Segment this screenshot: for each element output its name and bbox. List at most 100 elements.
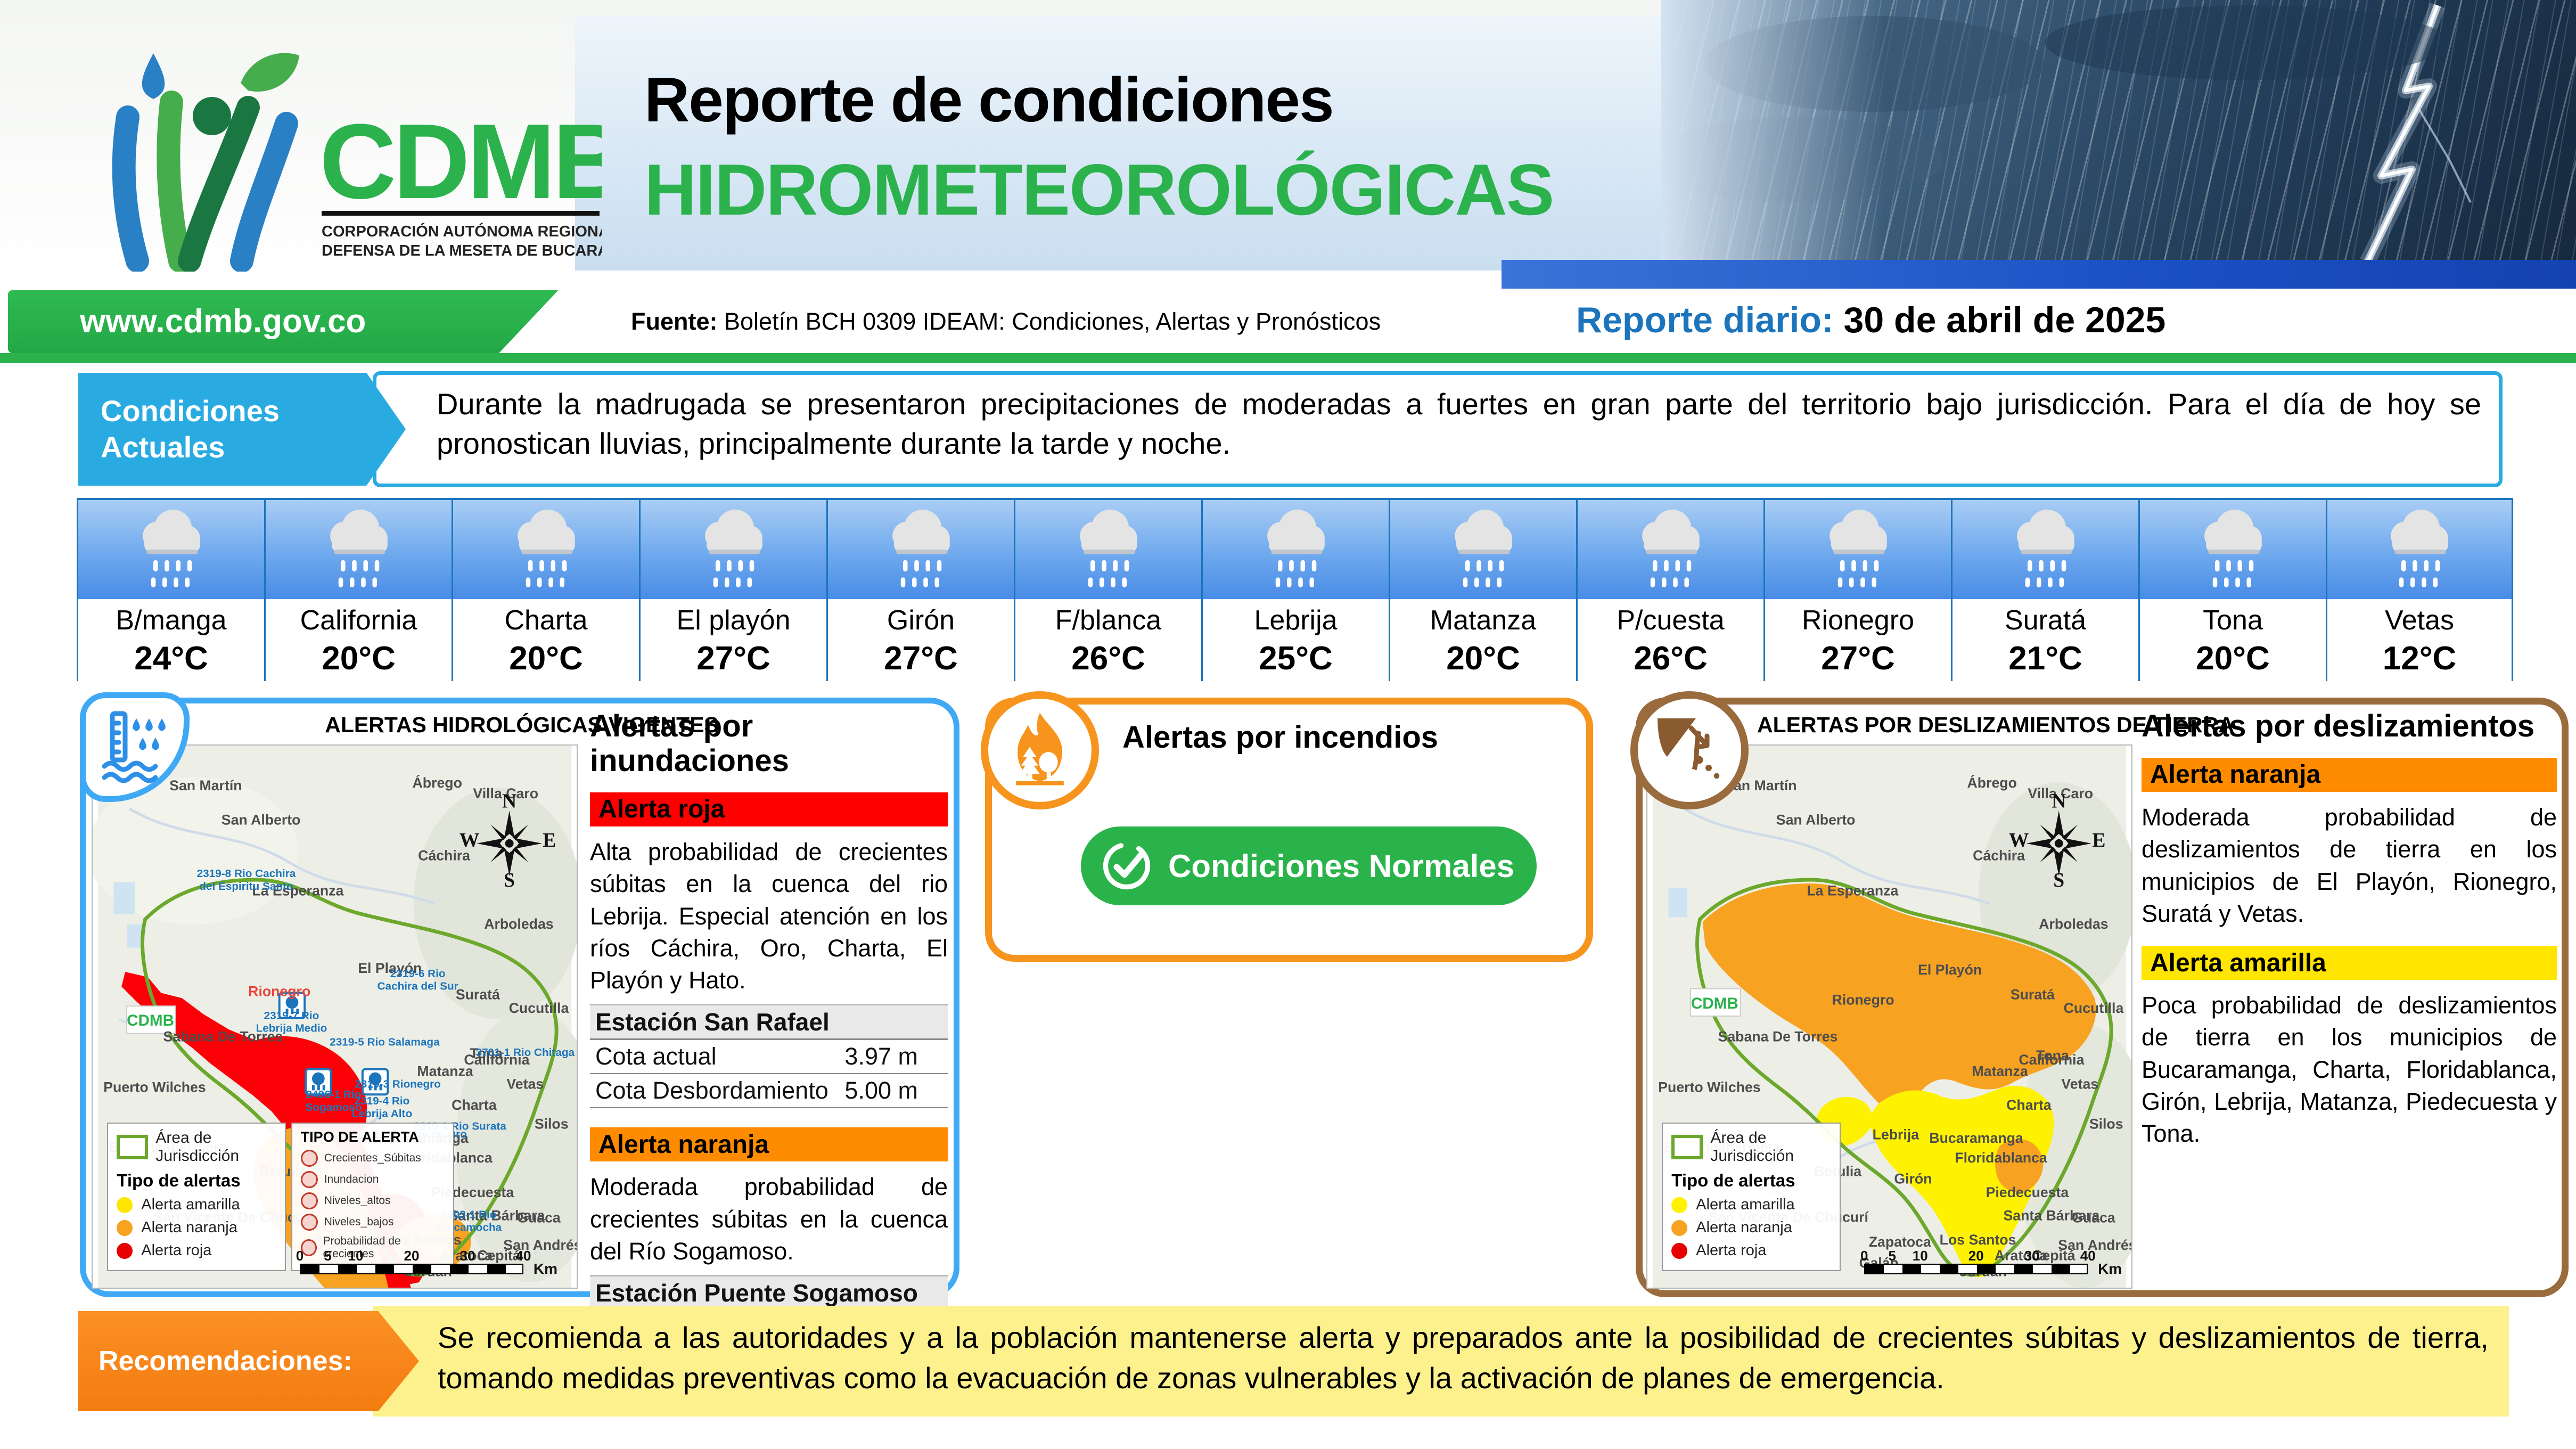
flood-map-legend2: TIPO DE ALERTA Crecientes_Súbitas Inunda…: [291, 1123, 454, 1272]
recommendations-text: Se recomienda a las autoridades y a la p…: [438, 1321, 2489, 1395]
landslide-heading: Alertas por deslizamientos: [2142, 709, 2535, 743]
orange-alert-label: Alerta naranja: [1696, 1219, 1792, 1237]
yellow-dot-icon: [1671, 1197, 1688, 1213]
orange-alert-text: Moderada probabilidad de crecientes súbi…: [590, 1173, 948, 1265]
station-san-rafael-header: Estación San Rafael: [590, 1004, 948, 1041]
map-label: Bucaramanga: [1929, 1130, 2023, 1146]
current-conditions-label-text: Condiciones Actuales: [101, 394, 280, 464]
scale-10: 10: [348, 1247, 364, 1264]
city-temp: 20°C: [322, 640, 396, 677]
city-name: Tona: [2203, 605, 2263, 636]
scale-0: 0: [1860, 1247, 1868, 1264]
scalebar-bar: [1864, 1263, 2088, 1274]
map-label: Cepitá: [2032, 1248, 2075, 1264]
rain-cloud-icon: [314, 504, 404, 595]
scale-30: 30: [2024, 1247, 2040, 1264]
map-label: 2319-4 Rio: [355, 1095, 410, 1107]
alert-types-title: Tipo de alertas: [117, 1170, 241, 1191]
weather-cell: Girón 27°C: [826, 500, 1014, 681]
map-label: San Alberto: [221, 812, 301, 828]
orange-dot-icon: [1671, 1219, 1688, 1236]
rain-cloud-icon: [2000, 504, 2091, 595]
rain-cloud-icon: [501, 504, 592, 595]
fire-status-pill: Condiciones Normales: [1081, 826, 1537, 905]
map-label: Guaca: [517, 1209, 561, 1225]
scale-unit: Km: [2098, 1260, 2122, 1277]
map-label: S: [504, 870, 515, 891]
city-name: P/cuesta: [1617, 605, 1725, 636]
city-name: El playón: [676, 605, 791, 636]
map-label: 2406-1 Rio: [306, 1088, 362, 1101]
red-alert-label: Alerta roja: [141, 1242, 212, 1259]
map-label: CDMB: [127, 1012, 174, 1029]
map-label: 2403-1 Rio: [441, 1209, 497, 1221]
landslide-map-scalebar: 0 5 10 20 30 40 Km: [1860, 1247, 2122, 1277]
city-name: Lebrija: [1254, 605, 1338, 636]
logo-leaf-icon: [241, 53, 299, 92]
map-label: W: [2009, 830, 2029, 852]
scale-30: 30: [460, 1247, 475, 1264]
weather-cell: California 20°C: [264, 500, 452, 681]
city-temp: 27°C: [1821, 640, 1895, 677]
yellow-alert-label: Alerta amarilla: [1696, 1196, 1795, 1214]
map-label: Cáchira: [418, 847, 470, 863]
map-label: Charta: [452, 1097, 497, 1113]
map-label: Sogamoso: [305, 1101, 362, 1114]
station-row: Cota Desbordamiento 5.00 m: [590, 1074, 948, 1109]
map-label: El Playón: [1918, 962, 1982, 978]
jurisdiction-swatch: [1671, 1135, 1703, 1160]
orange-alert-text: Moderada probabilidad de deslizamientos …: [2142, 803, 2557, 927]
logo-line1: CORPORACIÓN AUTÓNOMA REGIONAL PARA LA: [322, 222, 602, 240]
map-label: Rionegro: [1832, 992, 1894, 1008]
city-temp: 20°C: [509, 640, 583, 677]
prob-crecientes-icon: [300, 1239, 317, 1257]
map-label: Puerto Wilches: [103, 1079, 206, 1095]
map-label: Cachira del Sur: [378, 980, 458, 993]
header-blue-bar: [1502, 260, 2576, 289]
rain-cloud-icon: [1813, 504, 1904, 595]
map-label: Santa Bárbara: [448, 1207, 545, 1223]
landslide-alerts-map: San Martín San Alberto Ábrego Villa Caro Các…: [1646, 744, 2132, 1289]
city-temp: 26°C: [1634, 640, 1708, 677]
weather-cell: F/blanca 26°C: [1014, 500, 1201, 681]
fire-status-text: Condiciones Normales: [1168, 848, 1515, 884]
flood-map-legend: Área de Jurisdicción Tipo de alertas Ale…: [107, 1123, 286, 1272]
map-label: San Martín: [169, 777, 242, 793]
red-dot-icon: [1671, 1242, 1688, 1259]
city-temp: 20°C: [2196, 640, 2270, 677]
city-name: Rionegro: [1801, 605, 1915, 636]
jurisdiction-label: Área de Jurisdicción: [155, 1129, 240, 1165]
map-label: Silos: [2089, 1116, 2123, 1132]
rain-cloud-icon: [876, 504, 966, 595]
map-label: Lebrija Medio: [256, 1022, 327, 1035]
map-label: W: [460, 830, 480, 852]
source-value: Boletín BCH 0309 IDEAM: Condiciones, Ale…: [717, 308, 1381, 335]
map-label: Cepitá: [477, 1248, 521, 1264]
red-alert-bar: Alerta roja: [590, 792, 948, 826]
map-label: Lebrija Alto: [352, 1108, 412, 1120]
map-label: Vetas: [2061, 1076, 2098, 1092]
map-label: Piedecuesta: [1986, 1184, 2069, 1200]
scale-5: 5: [324, 1247, 332, 1264]
city-temp: 12°C: [2382, 640, 2457, 677]
city-name: Suratá: [2004, 605, 2087, 636]
red-alert-text: Alta probabilidad de crecientes súbitas …: [590, 838, 948, 994]
city-name: California: [300, 605, 417, 636]
jurisdiction-label: Área de Jurisdicción: [1710, 1129, 1794, 1165]
map-label: Tona: [2036, 1047, 2069, 1063]
report-title-line1: Reporte de condiciones: [644, 65, 1334, 135]
map-label: California: [2019, 1052, 2084, 1068]
station-rain-icon: [278, 992, 306, 1019]
map-label: San Alberto: [1776, 812, 1856, 828]
map-label: Vetas: [506, 1076, 544, 1092]
storm-photo-fade: [1661, 0, 1885, 262]
rain-cloud-icon: [126, 504, 217, 595]
station-row: Cota actual 3.97 m: [590, 1040, 948, 1075]
compass-rose-icon: [2026, 811, 2092, 877]
weather-cell: Matanza 20°C: [1389, 500, 1576, 681]
city-temp: 27°C: [696, 640, 770, 677]
website-link[interactable]: www.cdmb.gov.co: [80, 303, 366, 340]
map-label: 2319-8 Rio Cachira: [197, 867, 296, 880]
flood-map-scalebar: 0 5 10 20 30 40 Km: [296, 1247, 557, 1277]
alert-types-title: Tipo de alertas: [1671, 1170, 1795, 1191]
